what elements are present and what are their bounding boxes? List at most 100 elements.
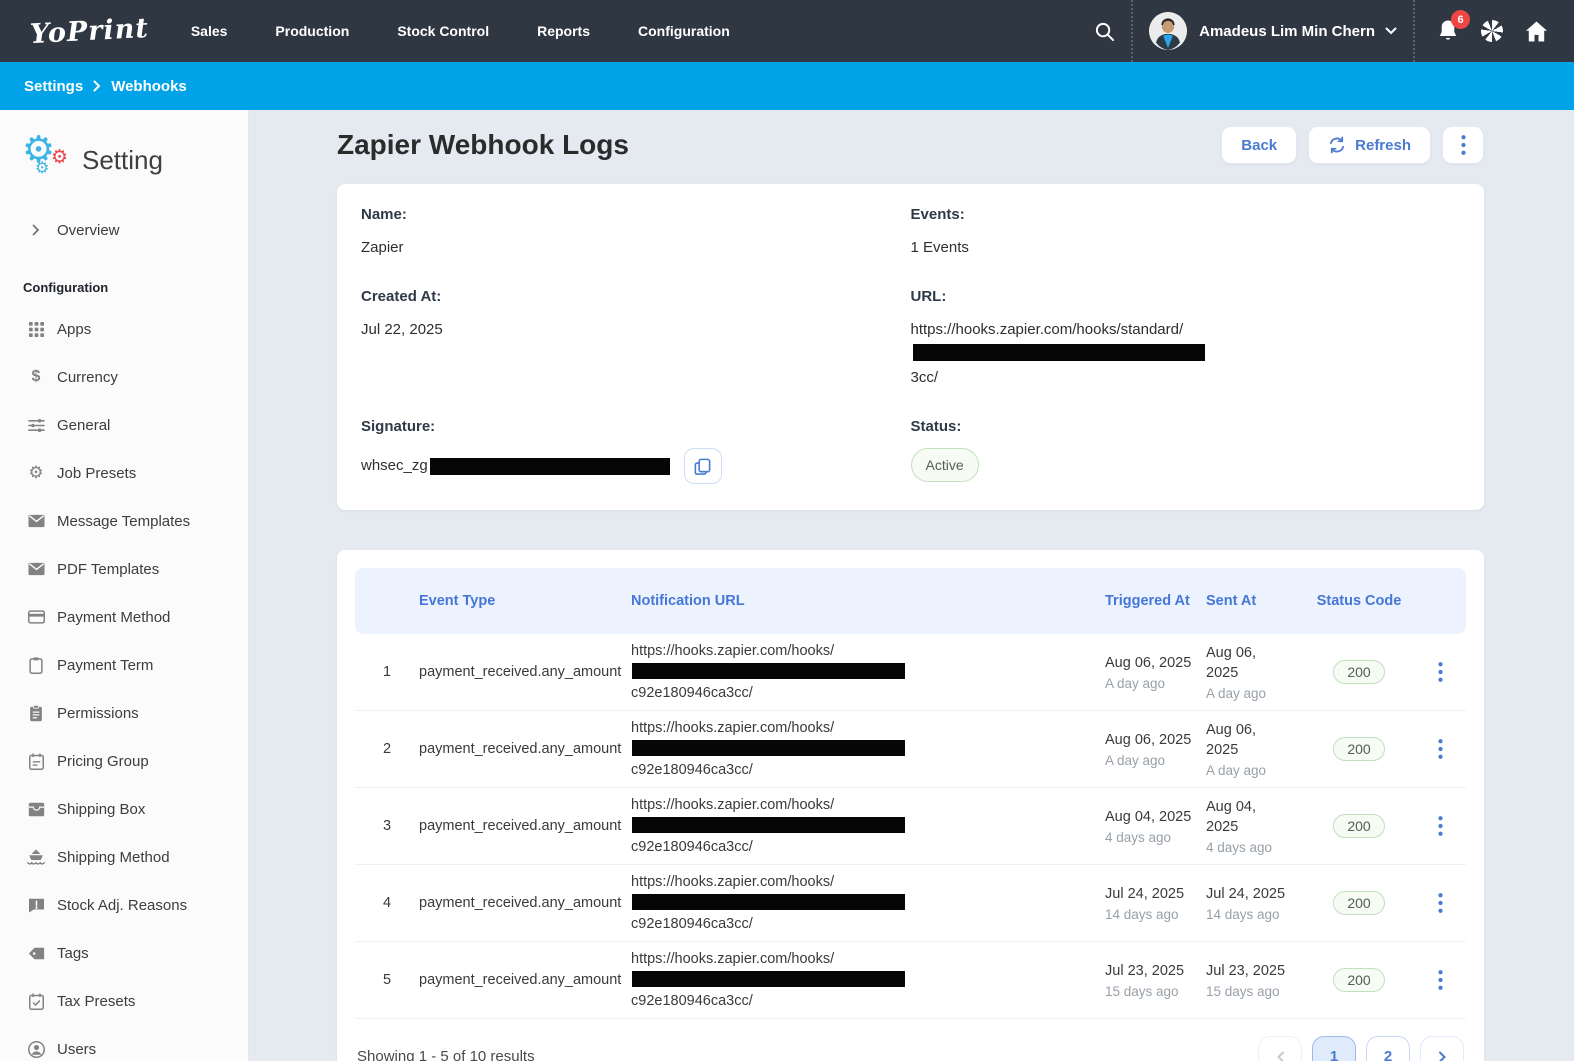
field-created-at: Created At: Jul 22, 2025 bbox=[361, 288, 911, 390]
message-templates-icon bbox=[27, 514, 45, 528]
status-code-cell: 200 bbox=[1304, 891, 1414, 915]
redacted-bar bbox=[912, 344, 1205, 361]
divider bbox=[1413, 0, 1415, 62]
general-icon bbox=[27, 417, 45, 434]
refresh-icon bbox=[1328, 136, 1346, 154]
created-at-value: Jul 22, 2025 bbox=[361, 321, 443, 338]
chevron-down-icon[interactable] bbox=[1385, 27, 1397, 35]
status-code-cell: 200 bbox=[1304, 737, 1414, 761]
yoprint-logo[interactable]: YoPrint bbox=[29, 12, 150, 50]
nav-item-reports[interactable]: Reports bbox=[537, 23, 590, 39]
sidebar-title: Setting bbox=[82, 144, 163, 175]
sidebar-item-job-presets[interactable]: ⚙ Job Presets bbox=[0, 449, 248, 497]
row-kebab-menu-icon[interactable] bbox=[1434, 735, 1447, 763]
notification-url-cell: https://hooks.zapier.com/hooks/c92e18094… bbox=[631, 718, 1105, 781]
breadcrumb-item-settings[interactable]: Settings bbox=[24, 77, 84, 95]
sidebar-item-label: Shipping Method bbox=[57, 848, 170, 866]
results-count: Showing 1 - 5 of 10 results bbox=[357, 1048, 535, 1061]
col-triggered-at: Triggered At bbox=[1105, 593, 1190, 609]
stock-adj-reasons-icon bbox=[27, 898, 45, 913]
sent-at-cell: Jul 23, 2025 15 days ago bbox=[1206, 963, 1286, 999]
col-notification-url: Notification URL bbox=[631, 593, 745, 609]
navbar-right: Amadeus Lim Min Chern 6 bbox=[1094, 0, 1556, 62]
nav-menu: Sales Production Stock Control Reports Confi… bbox=[191, 23, 730, 39]
copy-signature-button[interactable] bbox=[683, 448, 722, 484]
pagination-page-2[interactable]: 2 bbox=[1366, 1036, 1410, 1061]
row-kebab-menu-icon[interactable] bbox=[1434, 658, 1447, 686]
back-button[interactable]: Back bbox=[1221, 126, 1298, 164]
divider bbox=[1131, 0, 1134, 62]
sidebar-item-message-templates[interactable]: Message Templates bbox=[0, 497, 248, 545]
sidebar-item-label: Permissions bbox=[57, 704, 139, 722]
sidebar-item-currency[interactable]: $ Currency bbox=[0, 353, 248, 401]
row-index: 1 bbox=[382, 664, 392, 680]
row-index: 3 bbox=[382, 818, 392, 834]
status-code-cell: 200 bbox=[1304, 814, 1414, 838]
tax-presets-icon bbox=[27, 993, 45, 1010]
refresh-button[interactable]: Refresh bbox=[1308, 126, 1431, 164]
sent-at-cell: Aug 06, 2025 A day ago bbox=[1206, 645, 1267, 701]
notifications-bell-icon[interactable]: 6 bbox=[1437, 10, 1470, 43]
row-kebab-menu-icon[interactable] bbox=[1434, 966, 1447, 994]
pagination-next-button[interactable] bbox=[1420, 1036, 1464, 1061]
pdf-templates-icon bbox=[27, 562, 45, 576]
field-name: Name: Zapier bbox=[361, 206, 911, 260]
chevron-right-icon bbox=[27, 224, 45, 236]
webhook-table-body: 1 payment_received.any_amount https://hook… bbox=[355, 634, 1466, 1019]
user-name[interactable]: Amadeus Lim Min Chern bbox=[1199, 22, 1375, 40]
sidebar-item-tags[interactable]: Tags bbox=[0, 929, 248, 977]
breadcrumb-item-webhooks[interactable]: Webhooks bbox=[111, 77, 187, 95]
row-kebab-menu-icon[interactable] bbox=[1434, 889, 1447, 917]
sidebar-item-label: Job Presets bbox=[57, 464, 137, 482]
table-row: 4 payment_received.any_amount https://hook… bbox=[355, 865, 1466, 942]
aperture-icon[interactable] bbox=[1481, 20, 1503, 42]
sidebar-section-configuration: Configuration bbox=[23, 280, 109, 295]
row-index: 2 bbox=[382, 741, 392, 757]
home-icon[interactable] bbox=[1525, 21, 1548, 42]
notification-url-cell: https://hooks.zapier.com/hooks/c92e18094… bbox=[631, 795, 1105, 858]
search-icon[interactable] bbox=[1094, 21, 1115, 42]
sidebar-item-label: General bbox=[57, 416, 111, 434]
redacted-bar bbox=[632, 739, 905, 756]
row-index: 5 bbox=[382, 972, 392, 988]
event-type-cell: payment_received.any_amount bbox=[419, 895, 622, 911]
status-code-badge: 200 bbox=[1333, 891, 1385, 915]
sidebar-item-stock-adj-reasons[interactable]: Stock Adj. Reasons bbox=[0, 881, 248, 929]
url-value: https://hooks.zapier.com/hooks/standard/… bbox=[911, 318, 1461, 390]
table-row: 5 payment_received.any_amount https://hook… bbox=[355, 942, 1466, 1019]
sidebar-item-apps[interactable]: Apps bbox=[0, 305, 248, 353]
sidebar-item-users[interactable]: Users bbox=[0, 1025, 248, 1061]
sidebar-item-pdf-templates[interactable]: PDF Templates bbox=[0, 545, 248, 593]
main-content: Zapier Webhook Logs Back Refresh Name: bbox=[249, 110, 1574, 1061]
avatar[interactable] bbox=[1149, 12, 1188, 50]
nav-item-configuration[interactable]: Configuration bbox=[638, 23, 730, 39]
sidebar-header: ⚙ ⚙ ⚙ Setting bbox=[0, 128, 248, 184]
page-kebab-menu-button[interactable] bbox=[1442, 126, 1484, 164]
settings-sidebar: ⚙ ⚙ ⚙ Setting Overview Configuration Apps $… bbox=[0, 110, 249, 1061]
sidebar-item-label: Pricing Group bbox=[57, 752, 149, 770]
pagination-page-1[interactable]: 1 bbox=[1312, 1036, 1356, 1061]
sidebar-item-overview[interactable]: Overview bbox=[0, 206, 248, 254]
sidebar-item-shipping-method[interactable]: Shipping Method bbox=[0, 833, 248, 881]
row-kebab-menu-icon[interactable] bbox=[1434, 812, 1447, 840]
sidebar-item-payment-term[interactable]: Payment Term bbox=[0, 641, 248, 689]
sidebar-item-label: Tags bbox=[57, 944, 89, 962]
pagination-prev-button[interactable] bbox=[1258, 1036, 1302, 1061]
shipping-box-icon bbox=[27, 802, 45, 817]
sidebar-item-label: Tax Presets bbox=[57, 992, 136, 1010]
redacted-bar bbox=[429, 457, 670, 475]
status-code-badge: 200 bbox=[1333, 737, 1385, 761]
nav-item-sales[interactable]: Sales bbox=[190, 23, 228, 39]
sidebar-item-general[interactable]: General bbox=[0, 401, 248, 449]
sent-at-cell: Jul 24, 2025 14 days ago bbox=[1206, 886, 1286, 922]
payment-term-icon bbox=[27, 656, 45, 674]
nav-item-production[interactable]: Production bbox=[275, 23, 350, 39]
sidebar-item-shipping-box[interactable]: Shipping Box bbox=[0, 785, 248, 833]
sidebar-item-tax-presets[interactable]: Tax Presets bbox=[0, 977, 248, 1025]
sidebar-item-pricing-group[interactable]: Pricing Group bbox=[0, 737, 248, 785]
nav-item-stock-control[interactable]: Stock Control bbox=[397, 23, 490, 39]
sidebar-item-permissions[interactable]: Permissions bbox=[0, 689, 248, 737]
field-signature: Signature: whsec_zg bbox=[361, 418, 911, 484]
sidebar-item-payment-method[interactable]: Payment Method bbox=[0, 593, 248, 641]
